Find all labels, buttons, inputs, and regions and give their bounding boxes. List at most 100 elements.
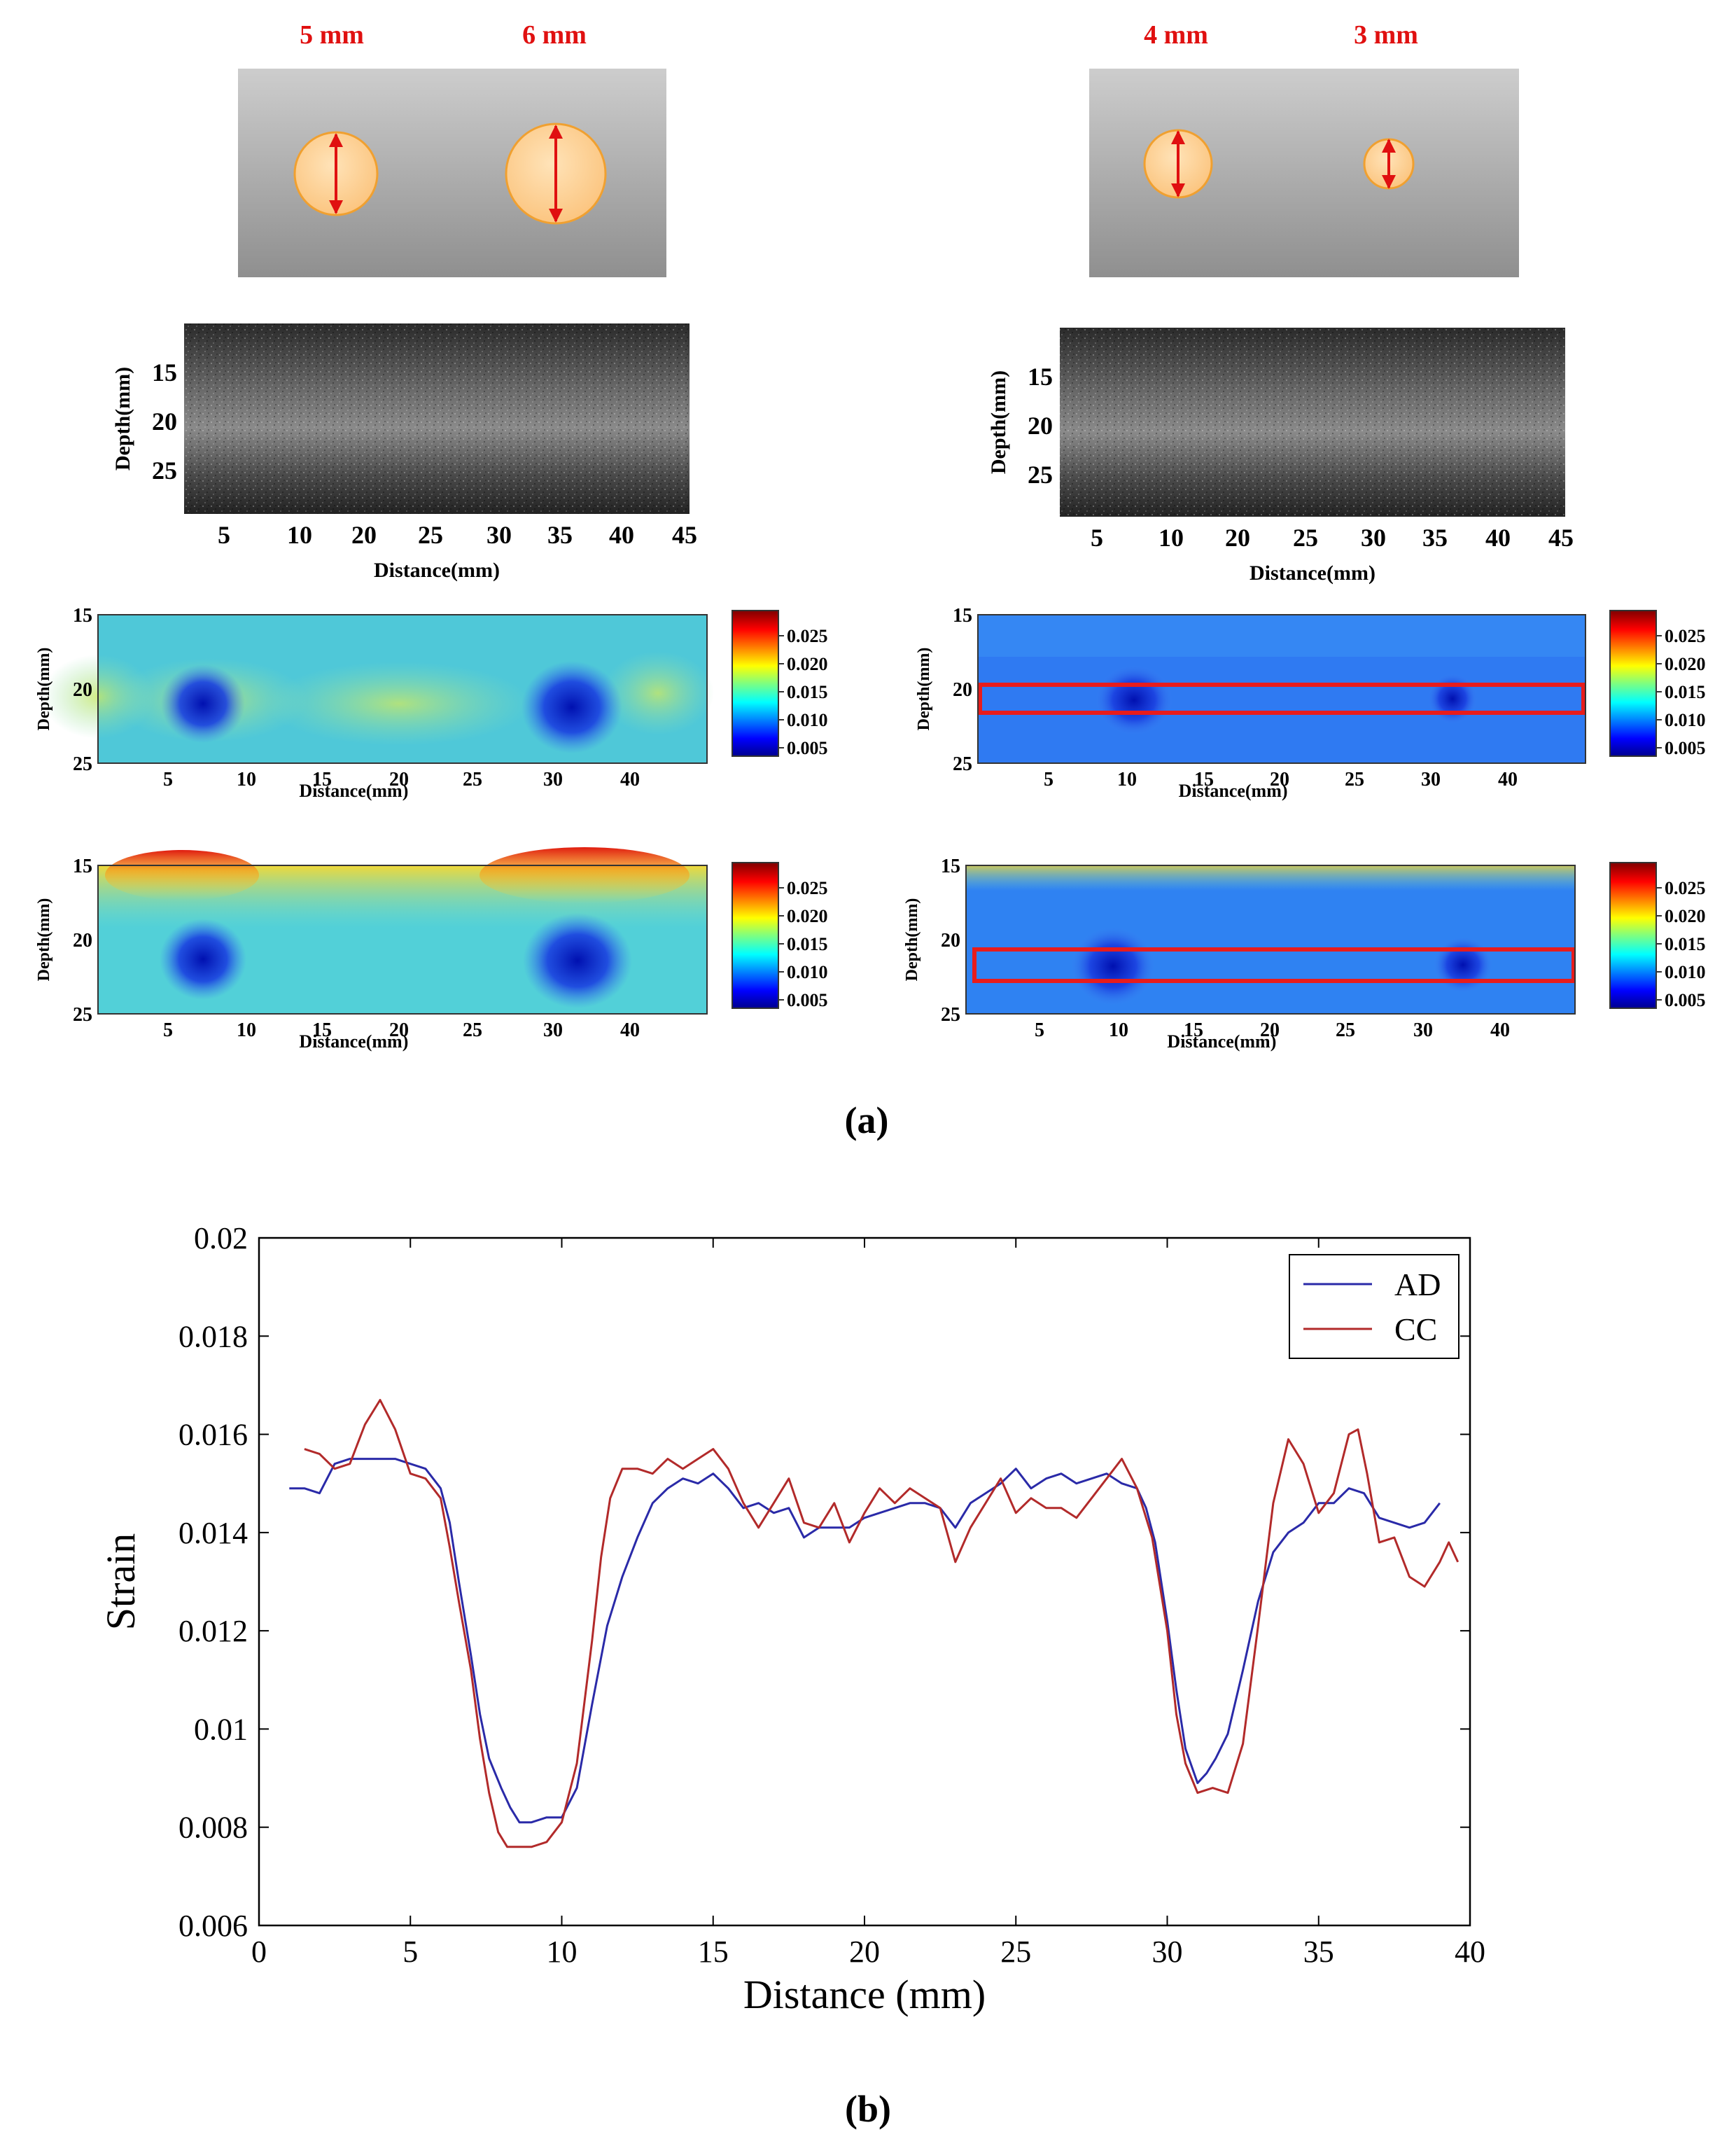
colorbar (732, 610, 779, 757)
inclusion-label-5mm: 5 mm (300, 20, 364, 50)
strain-map-left-bottom (98, 847, 707, 1014)
colorbar-tick-label: 0.020 (787, 654, 828, 674)
bmode-ylabel: Depth(mm) (111, 367, 134, 471)
strain-xtick: 25 (1336, 1019, 1355, 1041)
x-tick-label: 25 (1000, 1935, 1031, 1969)
strain-map-left-top (42, 615, 714, 763)
strain-ytick: 25 (73, 753, 92, 775)
bmode-xtick: 45 (672, 521, 697, 549)
colorbar-tick-label: 0.020 (1665, 654, 1706, 674)
x-tick-label: 5 (402, 1935, 418, 1969)
strain-xtick: 25 (1345, 769, 1364, 790)
x-axis-label: Distance (mm) (743, 1972, 986, 2017)
strain-xtick: 40 (620, 769, 640, 790)
strain-xtick: 10 (237, 1019, 256, 1041)
x-tick-label: 40 (1455, 1935, 1485, 1969)
strain-xtick: 30 (543, 1019, 563, 1041)
bmode-xtick: 35 (1422, 524, 1448, 552)
colorbar-tick-label: 0.015 (1665, 934, 1706, 954)
colorbar-tick-label: 0.025 (1665, 878, 1706, 898)
strain-map-right-bottom (966, 865, 1576, 1014)
strain-map-right-top (978, 615, 1586, 763)
strain-xtick: 40 (620, 1019, 640, 1041)
y-tick-label: 0.012 (178, 1614, 248, 1648)
strain-xtick: 20 (1270, 769, 1289, 790)
x-tick-label: 30 (1152, 1935, 1183, 1969)
colorbar-tick-label: 0.005 (787, 990, 828, 1010)
strain-xtick: 10 (237, 769, 256, 790)
strain-xtick: 20 (389, 1019, 409, 1041)
x-tick-label: 35 (1303, 1935, 1334, 1969)
colorbar-tick-label: 0.015 (787, 682, 828, 702)
strain-ytick: 20 (73, 930, 92, 952)
bmode-right (1060, 328, 1565, 517)
strain-xtick: 5 (1035, 1019, 1044, 1041)
bmode-xtick: 40 (609, 521, 634, 549)
bmode-ytick: 25 (152, 457, 177, 485)
colorbar (732, 862, 779, 1009)
strain-xtick: 30 (543, 769, 563, 790)
bmode-ylabel: Depth(mm) (987, 370, 1010, 474)
panel-b-label: (b) (845, 2088, 891, 2130)
strain-xtick: 15 (312, 769, 332, 790)
strain-xtick: 20 (1260, 1019, 1280, 1041)
colorbar-tick-label: 0.010 (787, 962, 828, 982)
strain-ytick: 25 (953, 753, 972, 775)
y-tick-label: 0.006 (178, 1909, 248, 1943)
colorbar-tick-label: 0.025 (787, 878, 828, 898)
bmode-xtick: 5 (1091, 524, 1103, 552)
colorbar-tick-label: 0.005 (787, 738, 828, 758)
strain-xtick: 15 (312, 1019, 332, 1041)
strain-ylabel: Depth(mm) (903, 898, 921, 982)
strain-xlabel: Distance(mm) (1167, 1031, 1276, 1052)
strain-xtick: 5 (163, 769, 173, 790)
plot-frame (258, 1236, 1471, 1927)
bmode-xtick: 40 (1485, 524, 1511, 552)
series-line-cc (304, 1399, 1460, 1848)
colorbar-tick-label: 0.020 (1665, 906, 1706, 926)
strain-ytick: 25 (73, 1004, 92, 1026)
strain-xtick: 5 (1044, 769, 1054, 790)
bmode-xtick: 35 (547, 521, 573, 549)
strain-xtick: 20 (389, 769, 409, 790)
y-tick-label: 0.014 (178, 1516, 248, 1550)
bmode-xtick: 25 (418, 521, 443, 549)
strain-map-frame (965, 865, 1576, 1015)
colorbar (1609, 862, 1657, 1009)
bmode-xtick: 30 (486, 521, 512, 549)
strain-ytick: 15 (953, 605, 972, 627)
bmode-xlabel: Distance(mm) (374, 559, 500, 582)
strain-ylabel: Depth(mm) (35, 898, 53, 982)
y-tick-label: 0.02 (194, 1221, 248, 1255)
x-tick-label: 0 (251, 1935, 267, 1969)
colorbar-tick-label: 0.015 (787, 934, 828, 954)
strain-xtick: 10 (1109, 1019, 1128, 1041)
y-tick-label: 0.01 (194, 1712, 248, 1746)
strain-xtick: 25 (463, 769, 482, 790)
strain-ytick: 15 (73, 605, 92, 627)
legend-label-cc: CC (1394, 1311, 1437, 1347)
bmode-ytick: 20 (152, 407, 177, 436)
colorbar-tick-label: 0.025 (787, 626, 828, 646)
strain-xtick: 25 (463, 1019, 482, 1041)
y-tick-label: 0.008 (178, 1811, 248, 1845)
strain-xlabel: Distance(mm) (1179, 781, 1288, 801)
y-tick-label: 0.016 (178, 1418, 248, 1452)
strain-ytick: 15 (941, 856, 960, 877)
strain-ytick: 15 (73, 856, 92, 877)
strain-ylabel: Depth(mm) (915, 648, 933, 731)
strain-xlabel: Distance(mm) (299, 781, 408, 801)
inclusion-label-3mm: 3 mm (1354, 20, 1418, 50)
x-tick-label: 15 (698, 1935, 729, 1969)
strain-xtick: 5 (163, 1019, 173, 1041)
strain-map-frame (97, 614, 708, 764)
y-tick-label: 0.018 (178, 1319, 248, 1353)
x-tick-label: 20 (849, 1935, 880, 1969)
colorbar-tick-label: 0.005 (1665, 990, 1706, 1010)
bmode-ytick: 15 (1028, 363, 1053, 391)
bmode-xtick: 5 (218, 521, 230, 549)
x-tick-label: 10 (547, 1935, 578, 1969)
bmode-xtick: 45 (1548, 524, 1574, 552)
colorbar-tick-label: 0.020 (787, 906, 828, 926)
strain-xtick: 30 (1413, 1019, 1433, 1041)
